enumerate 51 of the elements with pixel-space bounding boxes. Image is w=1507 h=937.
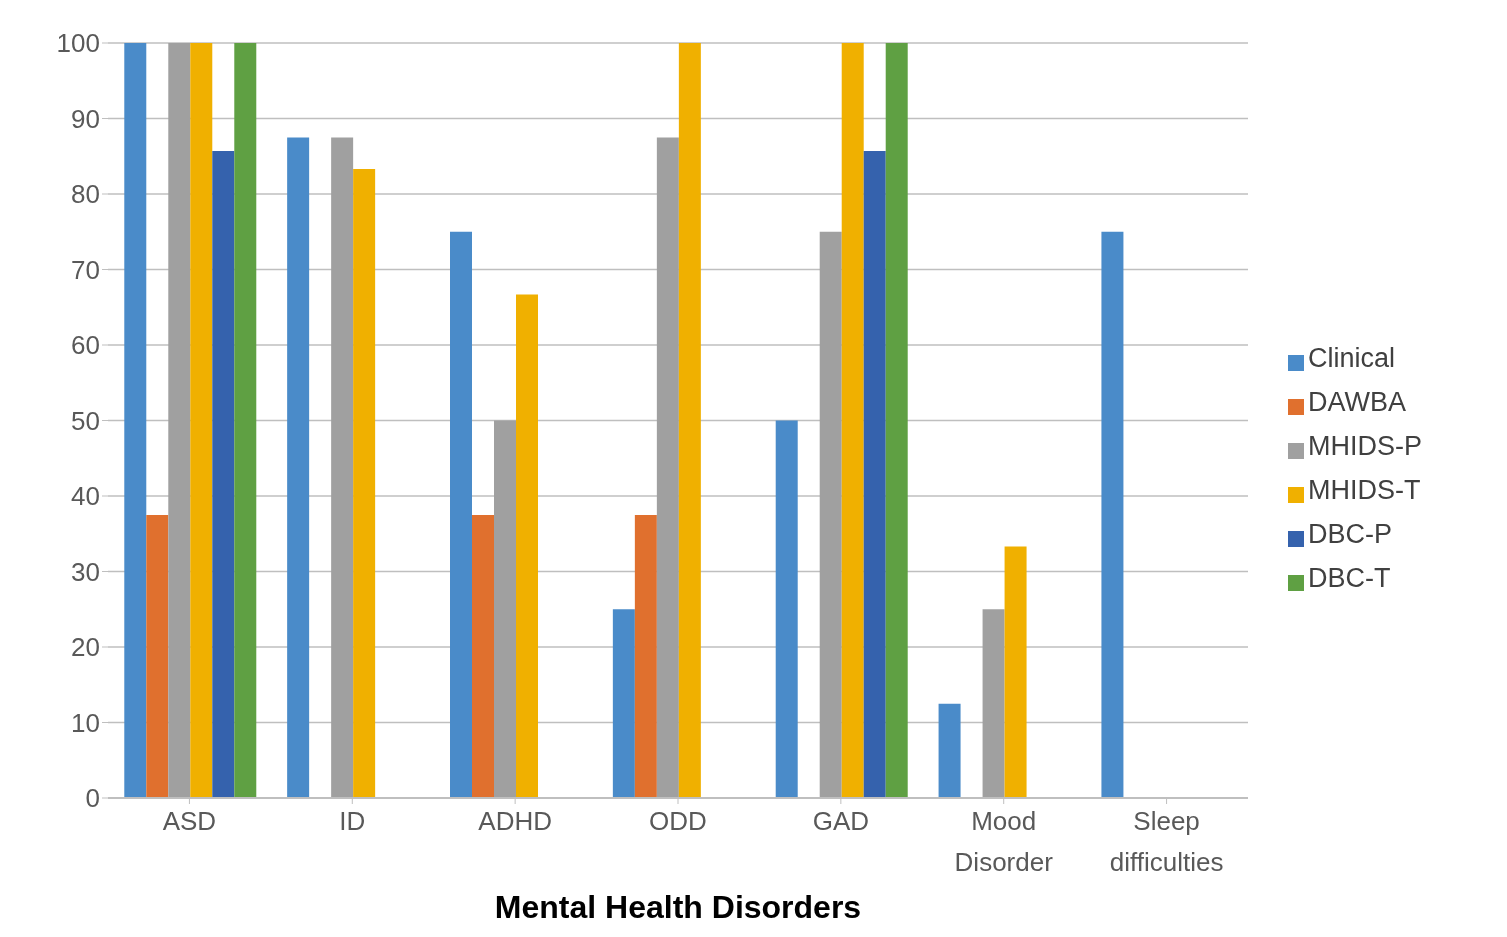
bar	[656, 137, 679, 798]
bar	[819, 231, 842, 798]
bar	[982, 609, 1005, 798]
bar	[234, 43, 257, 798]
bar	[212, 150, 235, 798]
y-tick-label: 50	[71, 405, 100, 436]
y-tick-label: 90	[71, 103, 100, 134]
bar	[938, 703, 961, 798]
bar	[634, 514, 657, 798]
bar	[516, 294, 538, 798]
legend-label: DBC-T	[1308, 563, 1391, 593]
y-tick-label: 30	[71, 556, 100, 587]
y-tick-label: 0	[85, 783, 100, 814]
y-tick-label: 70	[71, 254, 100, 285]
x-tick-label: ID	[339, 806, 366, 836]
bar	[1101, 231, 1124, 798]
x-tick-label: ASD	[162, 806, 217, 836]
bar	[678, 43, 701, 798]
bar	[331, 137, 354, 798]
x-tick-label: ADHD	[478, 806, 552, 836]
bar	[612, 609, 635, 798]
y-tick-label: 100	[56, 28, 100, 59]
legend-label: Clinical	[1308, 343, 1396, 373]
y-tick-label: 80	[71, 179, 100, 210]
x-tick-label: Mood Disorder	[954, 806, 1054, 877]
bar	[1004, 546, 1027, 798]
bar	[190, 43, 213, 798]
x-tick-label: Sleep difficulties	[1109, 806, 1224, 877]
y-tick-label: 40	[71, 481, 100, 512]
x-tick-label: GAD	[812, 806, 870, 836]
bar	[450, 231, 472, 798]
bar	[885, 43, 908, 798]
y-tick-label: 60	[71, 330, 100, 361]
legend-label: DAWBA	[1308, 387, 1407, 417]
bar	[353, 169, 376, 798]
bar	[841, 43, 864, 798]
legend-label: DBC-P	[1308, 519, 1393, 549]
legend-label: MHIDS-T	[1308, 475, 1421, 505]
x-tick-label: ODD	[649, 806, 707, 836]
y-tick-label: 10	[71, 707, 100, 738]
bar	[168, 43, 191, 798]
bar	[472, 514, 494, 798]
legend-label: MHIDS-P	[1308, 431, 1422, 461]
bar	[146, 514, 169, 798]
bar	[287, 137, 310, 798]
x-axis-title: Mental Health Disorders	[494, 889, 862, 925]
bar	[494, 420, 516, 798]
y-tick-label: 20	[71, 632, 100, 663]
bar	[124, 43, 147, 798]
bar	[863, 150, 886, 798]
bar	[775, 420, 798, 798]
